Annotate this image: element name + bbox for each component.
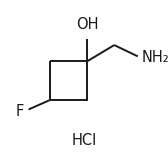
Text: HCl: HCl <box>71 133 97 148</box>
Text: F: F <box>15 104 24 119</box>
Text: OH: OH <box>76 17 99 32</box>
Text: NH₂: NH₂ <box>142 50 168 65</box>
